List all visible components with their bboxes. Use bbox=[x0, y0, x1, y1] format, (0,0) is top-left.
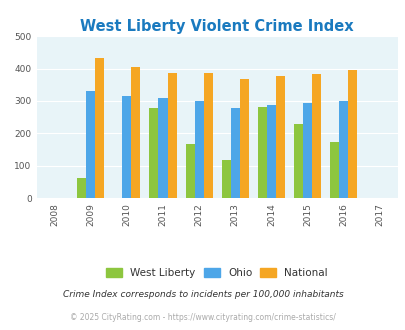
Bar bbox=[95, 58, 104, 198]
Bar bbox=[185, 144, 194, 198]
Bar bbox=[275, 77, 284, 198]
Legend: West Liberty, Ohio, National: West Liberty, Ohio, National bbox=[103, 265, 330, 281]
Bar bbox=[167, 73, 176, 198]
Bar bbox=[194, 101, 203, 198]
Bar bbox=[347, 70, 356, 198]
Bar bbox=[221, 160, 230, 198]
Bar bbox=[257, 108, 266, 198]
Bar bbox=[86, 91, 95, 198]
Bar bbox=[158, 98, 167, 198]
Bar bbox=[302, 103, 311, 198]
Bar bbox=[329, 142, 338, 198]
Bar bbox=[239, 79, 248, 198]
Bar bbox=[122, 96, 131, 198]
Bar bbox=[338, 101, 347, 198]
Bar bbox=[311, 74, 320, 198]
Text: Crime Index corresponds to incidents per 100,000 inhabitants: Crime Index corresponds to incidents per… bbox=[62, 290, 343, 299]
Title: West Liberty Violent Crime Index: West Liberty Violent Crime Index bbox=[80, 19, 353, 34]
Bar bbox=[77, 178, 86, 198]
Bar bbox=[149, 108, 158, 198]
Bar bbox=[131, 67, 140, 198]
Bar bbox=[203, 73, 212, 198]
Bar bbox=[230, 108, 239, 198]
Text: © 2025 CityRating.com - https://www.cityrating.com/crime-statistics/: © 2025 CityRating.com - https://www.city… bbox=[70, 313, 335, 322]
Bar bbox=[266, 105, 275, 198]
Bar bbox=[293, 124, 302, 198]
